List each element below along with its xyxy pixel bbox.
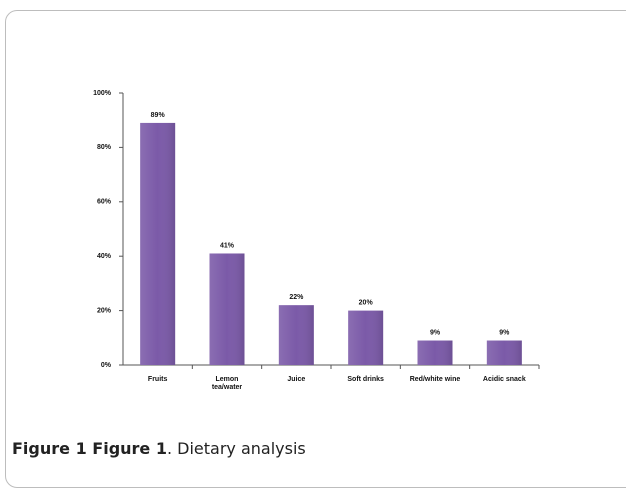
x-tick-label: Lemon tea/water	[211, 376, 243, 391]
x-tick-label: Acidic snack	[482, 376, 526, 383]
bar-shade	[278, 305, 314, 365]
bar-shade	[348, 310, 384, 365]
y-tick-label: 80%	[97, 144, 112, 151]
caption: Figure 1 Figure 1. Dietary analysis	[12, 439, 306, 458]
value-label: 89%	[151, 112, 166, 119]
value-label: 9%	[430, 329, 441, 336]
x-tick-label: Juice	[287, 376, 306, 383]
bar-shade	[417, 340, 453, 365]
value-label: 41%	[220, 242, 235, 249]
y-tick-label: 20%	[97, 307, 112, 314]
value-label: 20%	[359, 299, 374, 306]
y-tick-label: 60%	[97, 199, 112, 206]
bar-shade	[486, 340, 522, 365]
x-tick-label: Red/white wine	[409, 376, 461, 383]
value-label: 22%	[289, 294, 304, 301]
bar-shade	[209, 253, 245, 365]
y-tick-label: 0%	[101, 362, 112, 369]
y-tick-label: 100%	[93, 90, 112, 97]
bar-shade	[140, 122, 176, 365]
caption-label: Figure 1 Figure 1	[12, 439, 167, 458]
value-label: 9%	[499, 329, 510, 336]
x-tick-label: Fruits	[147, 376, 168, 383]
figure-frame	[5, 10, 626, 488]
y-tick-label: 40%	[97, 253, 112, 260]
x-tick-label: Soft drinks	[347, 376, 384, 383]
caption-text: . Dietary analysis	[166, 439, 306, 458]
